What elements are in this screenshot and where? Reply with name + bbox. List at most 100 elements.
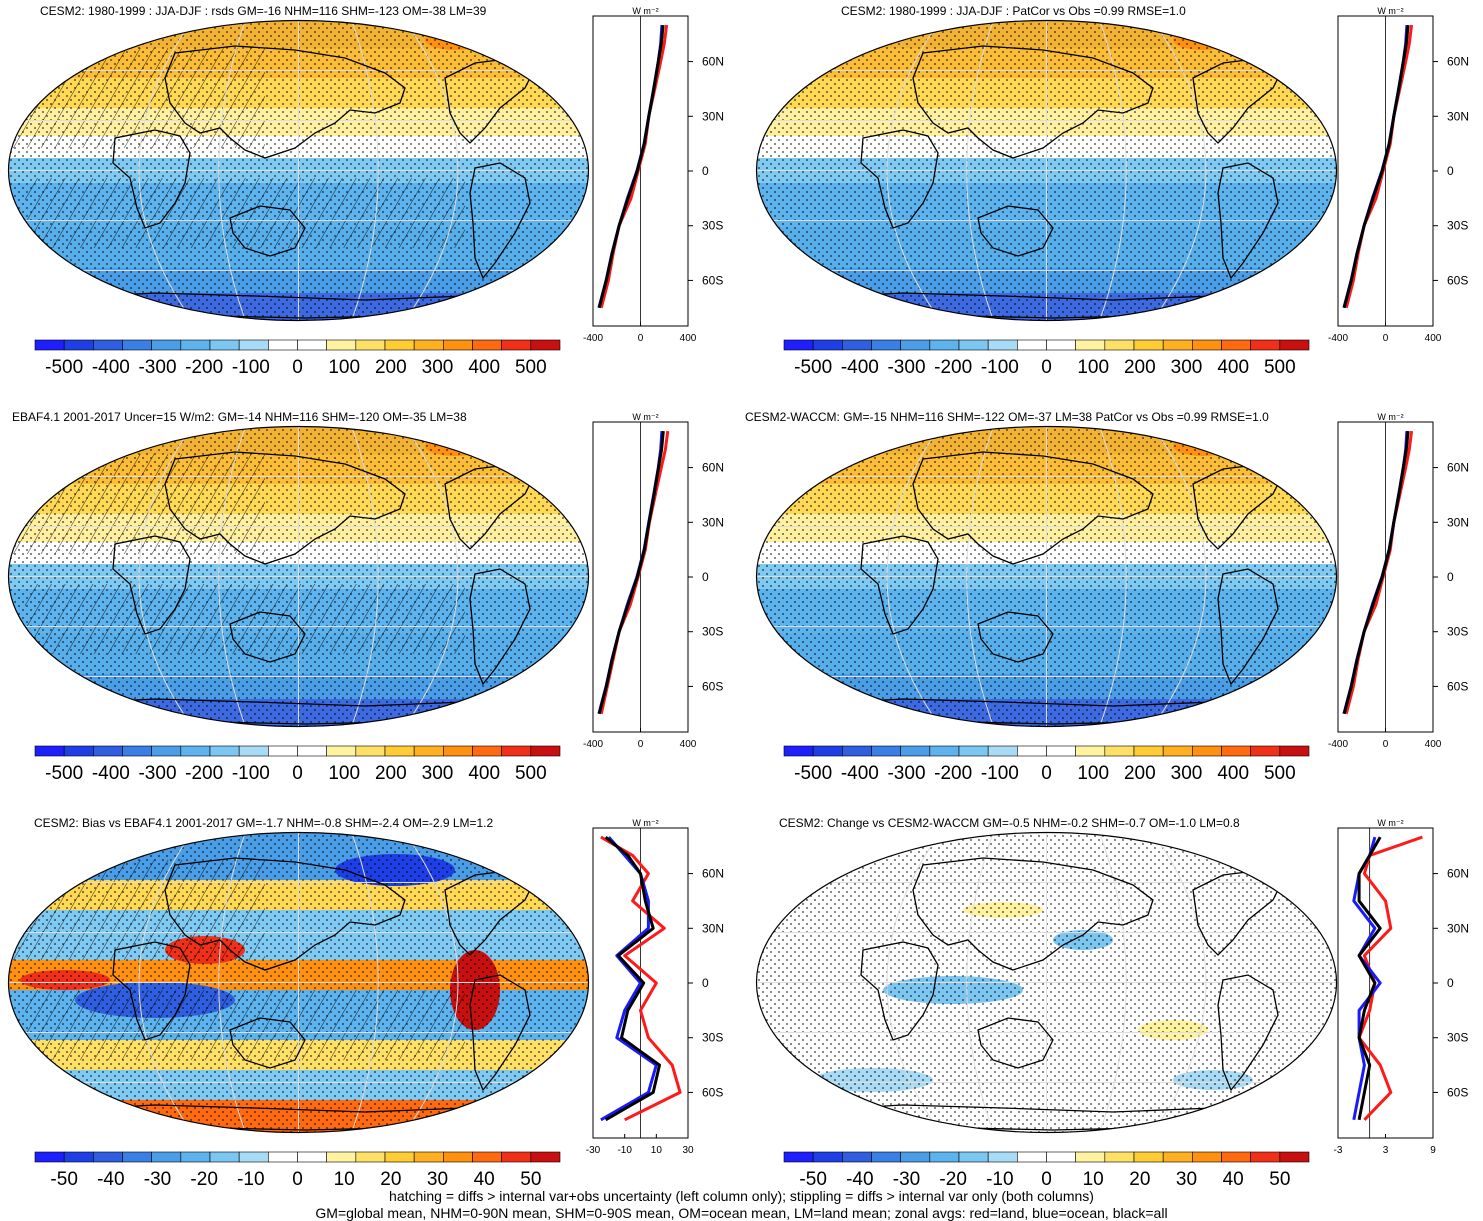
colorbar-box bbox=[1046, 745, 1076, 757]
lat-label: 60N bbox=[702, 55, 724, 69]
colorbar-box bbox=[1162, 339, 1193, 351]
colorbar-box bbox=[443, 339, 473, 351]
zonal-line-all bbox=[604, 835, 661, 1122]
colorbar-box bbox=[1017, 1151, 1047, 1163]
colorbar-box bbox=[530, 745, 561, 757]
lat-label: 60N bbox=[702, 461, 724, 475]
colorbar-box bbox=[987, 339, 1018, 351]
longitude-line bbox=[351, 20, 379, 321]
lat-label: 60S bbox=[1447, 1085, 1468, 1099]
colorbar-label: -300 bbox=[887, 357, 925, 378]
colorbar-box bbox=[151, 339, 182, 351]
map-body bbox=[756, 426, 1337, 727]
unit-label: W m⁻² bbox=[1377, 818, 1403, 828]
colorbar: -500 -400 -300 -200 -100 0 100 200 300 400 500 bbox=[783, 745, 1310, 784]
colorbar-box bbox=[472, 1151, 502, 1163]
colorbar-box bbox=[1046, 339, 1076, 351]
colorbar-box bbox=[1192, 745, 1222, 757]
x-tick-label: 10 bbox=[651, 1145, 663, 1156]
colorbar-box bbox=[1017, 339, 1047, 351]
colorbar-box bbox=[1133, 339, 1164, 351]
lat-label: 30S bbox=[1447, 625, 1468, 639]
colorbar-label: -100 bbox=[981, 357, 1019, 378]
colorbar-label: -40 bbox=[846, 1169, 873, 1190]
zonal-line-all bbox=[1357, 836, 1382, 1121]
colorbar-box bbox=[1046, 1151, 1076, 1163]
hatching bbox=[25, 178, 465, 248]
coastline bbox=[977, 611, 1054, 663]
colorbar-label: -200 bbox=[185, 357, 223, 378]
colorbar-box bbox=[1104, 1151, 1135, 1163]
x-tick-label: 400 bbox=[1425, 739, 1442, 750]
colorbar-box bbox=[842, 1151, 872, 1163]
zonal-line-all bbox=[597, 430, 665, 715]
longitude-line bbox=[1099, 20, 1127, 321]
colorbar-label: -200 bbox=[934, 763, 972, 784]
x-tick-label: -30 bbox=[586, 1145, 601, 1156]
zonal-line-ocean bbox=[600, 836, 658, 1122]
colorbar: -50 -40 -30 -20 -10 0 10 20 30 40 50 bbox=[783, 1151, 1310, 1190]
colorbar-box bbox=[443, 745, 473, 757]
colorbar-box bbox=[238, 1151, 269, 1163]
colorbar-box bbox=[297, 339, 327, 351]
colorbar-label: 40 bbox=[474, 1169, 495, 1190]
colorbar-box bbox=[1250, 745, 1281, 757]
colorbar: -500 -400 -300 -200 -100 0 100 200 300 400 500 bbox=[34, 339, 561, 378]
zonal-mean-plot: W m⁻² 60N 30N 0 30S 60S -30 -10 10 30 bbox=[586, 818, 724, 1156]
coastline bbox=[1217, 162, 1279, 280]
colorbar-box bbox=[122, 745, 152, 757]
colorbar-label: -20 bbox=[939, 1169, 966, 1190]
map-border bbox=[7, 425, 590, 728]
longitude-line bbox=[966, 832, 994, 1133]
hatching bbox=[25, 584, 465, 654]
colorbar-box bbox=[783, 339, 814, 351]
colorbar-label: -200 bbox=[934, 357, 972, 378]
colorbar-box bbox=[501, 745, 532, 757]
colorbar-box bbox=[501, 339, 532, 351]
colorbar-box bbox=[93, 745, 123, 757]
lat-label: 30N bbox=[702, 921, 724, 935]
colorbar-label: -100 bbox=[981, 763, 1019, 784]
longitude-line bbox=[404, 20, 459, 321]
zonal-line-all bbox=[1342, 430, 1410, 715]
colorbar-box bbox=[1279, 1151, 1310, 1163]
panel-title: CESM2: Change vs CESM2-WACCM GM=-0.5 NHM… bbox=[779, 816, 1240, 830]
colorbar-box bbox=[326, 745, 357, 757]
unit-label: W m⁻² bbox=[1377, 412, 1403, 422]
longitude-line bbox=[218, 832, 246, 1133]
colorbar-label: 400 bbox=[1217, 357, 1249, 378]
colorbar-box bbox=[1279, 339, 1310, 351]
coastline bbox=[469, 162, 531, 280]
colorbar-label: -500 bbox=[794, 763, 832, 784]
colorbar-box bbox=[1279, 745, 1310, 757]
colorbar-label: -50 bbox=[799, 1169, 826, 1190]
hatching bbox=[25, 990, 465, 1060]
colorbar-box bbox=[209, 339, 240, 351]
lat-label: 0 bbox=[1447, 164, 1454, 178]
coastline bbox=[1217, 568, 1279, 686]
colorbar-label: 40 bbox=[1223, 1169, 1244, 1190]
lat-label: 30S bbox=[702, 219, 723, 233]
map-border bbox=[7, 831, 590, 1134]
colorbar-box bbox=[1162, 745, 1193, 757]
colorbar-box bbox=[871, 745, 901, 757]
colorbar-box bbox=[413, 1151, 444, 1163]
lat-label: 0 bbox=[702, 164, 709, 178]
colorbar-label: -50 bbox=[50, 1169, 77, 1190]
map-plot bbox=[7, 831, 590, 1134]
map-body bbox=[756, 20, 1337, 321]
colorbar-box bbox=[34, 745, 65, 757]
lat-label: 60N bbox=[1447, 867, 1469, 881]
longitude-line bbox=[218, 20, 246, 321]
panel-1: CESM2: 1980-1999 : JJA-DJF : PatCor vs O… bbox=[741, 0, 1483, 400]
colorbar-box bbox=[1221, 1151, 1251, 1163]
colorbar-box bbox=[842, 745, 872, 757]
panel-2: EBAF4.1 2001-2017 Uncer=15 W/m2: GM=-14 … bbox=[0, 406, 741, 806]
colorbar-box bbox=[151, 1151, 182, 1163]
map-plot bbox=[755, 19, 1338, 322]
colorbar-box bbox=[268, 339, 298, 351]
footer-line-2: GM=global mean, NHM=0-90N mean, SHM=0-90… bbox=[315, 1205, 1168, 1221]
colorbar-box bbox=[384, 339, 415, 351]
colorbar-box bbox=[326, 1151, 357, 1163]
colorbar-box bbox=[268, 745, 298, 757]
